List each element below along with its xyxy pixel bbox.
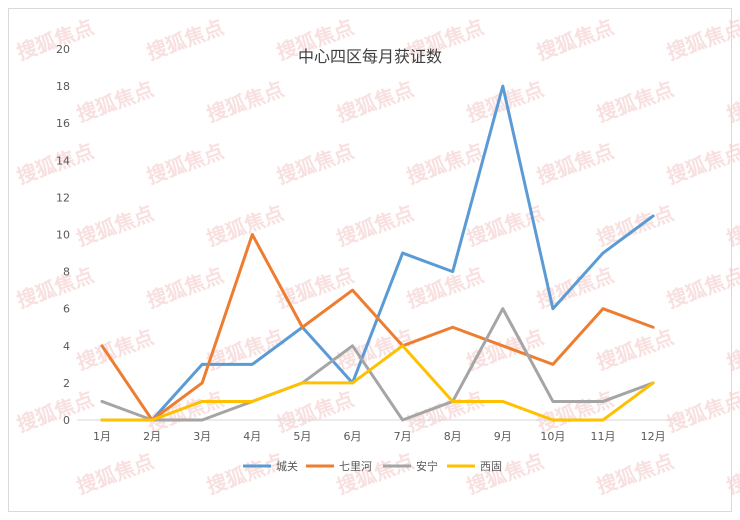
series-line-0 — [100, 84, 655, 422]
watermark-11: 搜狐焦点 — [724, 77, 740, 127]
x-tick-label: 5月 — [293, 430, 311, 443]
x-tick-label: 2月 — [143, 430, 161, 443]
y-tick-label: 10 — [56, 229, 70, 242]
y-tick-label: 8 — [63, 266, 70, 279]
watermark-5: 搜狐焦点 — [664, 15, 740, 65]
watermark-29: 搜狐焦点 — [664, 263, 740, 313]
chart-frame — [8, 8, 732, 512]
watermark-23: 搜狐焦点 — [724, 201, 740, 251]
legend-label-0: 城关 — [276, 459, 298, 473]
watermark-13: 搜狐焦点 — [144, 139, 227, 189]
watermark-36: 搜狐焦点 — [14, 387, 97, 437]
watermark-46: 搜狐焦点 — [594, 449, 677, 499]
watermark-1: 搜狐焦点 — [144, 15, 227, 65]
x-tick-label: 10月 — [540, 430, 565, 443]
watermark-24: 搜狐焦点 — [14, 263, 97, 313]
watermark-7: 搜狐焦点 — [204, 77, 287, 127]
y-tick-label: 6 — [63, 303, 70, 316]
series-line-3 — [100, 344, 655, 422]
x-tick-label: 8月 — [444, 430, 462, 443]
legend-label-2: 安宁 — [416, 459, 438, 473]
x-tick-label: 9月 — [494, 430, 512, 443]
watermark-17: 搜狐焦点 — [664, 139, 740, 189]
watermark-20: 搜狐焦点 — [334, 201, 417, 251]
x-tick-label: 11月 — [591, 430, 616, 443]
watermark-43: 搜狐焦点 — [204, 449, 287, 499]
series-layer — [100, 84, 655, 422]
watermark-14: 搜狐焦点 — [274, 139, 357, 189]
watermark-35: 搜狐焦点 — [724, 325, 740, 375]
y-tick-label: 12 — [56, 191, 70, 204]
legend-label-3: 西固 — [480, 460, 502, 473]
y-tick-label: 20 — [56, 43, 70, 56]
y-tick-label: 14 — [56, 154, 70, 167]
watermark-19: 搜狐焦点 — [204, 201, 287, 251]
series-line-2 — [100, 307, 655, 422]
legend-label-1: 七里河 — [339, 460, 372, 473]
x-tick-label: 1月 — [93, 430, 111, 443]
x-tick-label: 4月 — [243, 430, 261, 443]
watermark-45: 搜狐焦点 — [464, 449, 547, 499]
series-line-1 — [100, 233, 655, 422]
watermark-34: 搜狐焦点 — [594, 325, 677, 375]
watermark-10: 搜狐焦点 — [594, 77, 677, 127]
watermark-47: 搜狐焦点 — [724, 449, 740, 499]
watermark-25: 搜狐焦点 — [144, 263, 227, 313]
x-tick-label: 7月 — [394, 430, 412, 443]
watermark-0: 搜狐焦点 — [14, 15, 97, 65]
x-tick-label: 6月 — [344, 430, 362, 443]
y-tick-label: 16 — [56, 117, 70, 130]
watermark-22: 搜狐焦点 — [594, 201, 677, 251]
watermark-41: 搜狐焦点 — [664, 387, 740, 437]
watermark-28: 搜狐焦点 — [534, 263, 617, 313]
y-tick-label: 2 — [63, 377, 70, 390]
y-tick-label: 18 — [56, 80, 70, 93]
y-tick-label: 0 — [63, 414, 70, 427]
y-tick-label: 4 — [63, 340, 70, 353]
watermark-44: 搜狐焦点 — [334, 449, 417, 499]
watermark-4: 搜狐焦点 — [534, 15, 617, 65]
watermark-26: 搜狐焦点 — [274, 263, 357, 313]
watermark-18: 搜狐焦点 — [74, 201, 157, 251]
watermark-16: 搜狐焦点 — [534, 139, 617, 189]
legend: 城关 七里河 安宁 西固 — [243, 459, 502, 473]
x-tick-label: 3月 — [193, 430, 211, 443]
watermark-6: 搜狐焦点 — [74, 77, 157, 127]
watermark-42: 搜狐焦点 — [74, 449, 157, 499]
chart-title: 中心四区每月获证数 — [298, 47, 442, 66]
watermark-8: 搜狐焦点 — [334, 77, 417, 127]
watermark-15: 搜狐焦点 — [404, 139, 487, 189]
x-tick-label: 12月 — [641, 430, 666, 443]
